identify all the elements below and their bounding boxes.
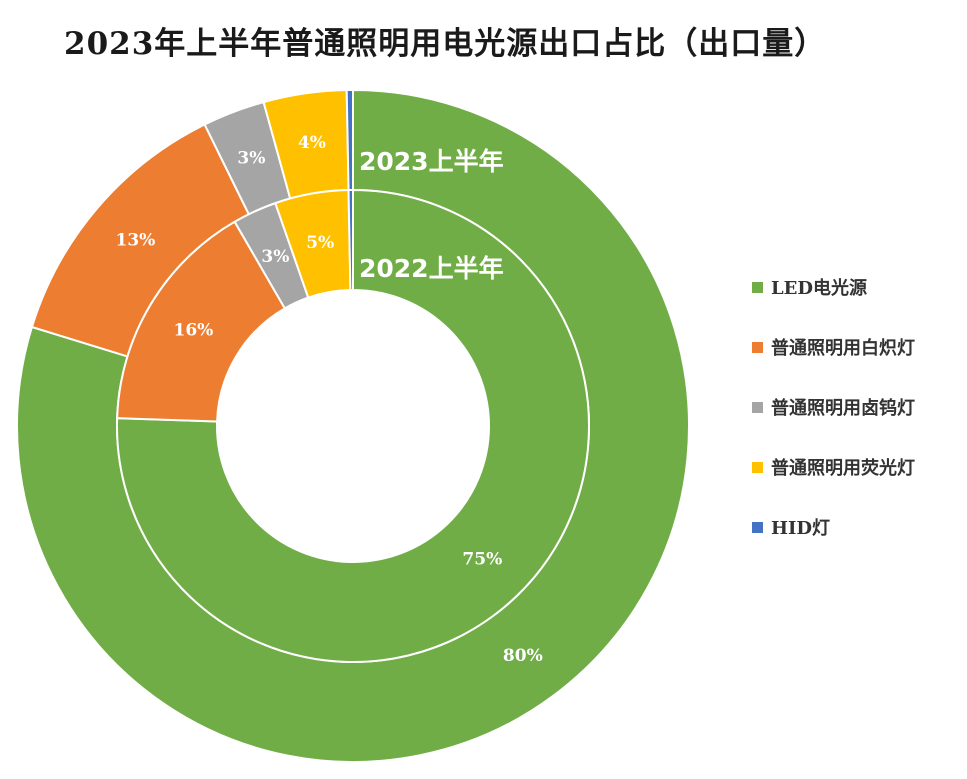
- legend-label: 普通照明用白炽灯: [771, 338, 915, 359]
- legend-item-incandescent[interactable]: 普通照明用白炽灯: [752, 317, 915, 377]
- legend-swatch: [752, 521, 763, 533]
- legend-label: HID灯: [771, 518, 831, 539]
- slice-outer-hid[interactable]: [345, 88, 354, 192]
- legend-label: LED电光源: [771, 278, 867, 299]
- data-label-inner-halogen: 3%: [261, 247, 289, 267]
- data-label-outer-incandescent: 13%: [116, 230, 156, 250]
- slice-inner-led[interactable]: [116, 188, 590, 663]
- legend-item-fluorescent[interactable]: 普通照明用荧光灯: [752, 437, 915, 497]
- legend-item-led[interactable]: LED电光源: [752, 257, 915, 317]
- legend-swatch: [752, 341, 763, 353]
- slices-group: [16, 88, 690, 763]
- data-label-inner-led: 75%: [462, 550, 502, 570]
- ring-label-outer: 2023上半年: [359, 147, 504, 176]
- data-label-inner-incandescent: 16%: [174, 320, 214, 340]
- legend-swatch: [752, 461, 763, 473]
- legend-item-hid[interactable]: HID灯: [752, 497, 915, 557]
- legend-swatch: [752, 281, 763, 293]
- slice-inner-hid[interactable]: [347, 188, 354, 292]
- legend-item-halogen[interactable]: 普通照明用卤钨灯: [752, 377, 915, 437]
- chart-title: 2023年上半年普通照明用电光源出口占比（出口量）: [64, 26, 827, 62]
- legend: LED电光源 普通照明用白炽灯 普通照明用卤钨灯 普通照明用荧光灯 HID灯: [752, 257, 915, 557]
- data-label-outer-fluorescent: 4%: [298, 133, 326, 153]
- legend-label: 普通照明用卤钨灯: [771, 398, 915, 419]
- legend-swatch: [752, 401, 763, 413]
- ring-label-inner: 2022上半年: [359, 254, 504, 283]
- labels-group: 80% 13% 3% 4% 75% 16% 3% 5%: [116, 133, 543, 666]
- data-label-outer-led: 80%: [503, 646, 543, 666]
- legend-label: 普通照明用荧光灯: [771, 458, 915, 479]
- data-label-inner-fluorescent: 5%: [306, 233, 334, 253]
- data-label-outer-halogen: 3%: [237, 149, 265, 169]
